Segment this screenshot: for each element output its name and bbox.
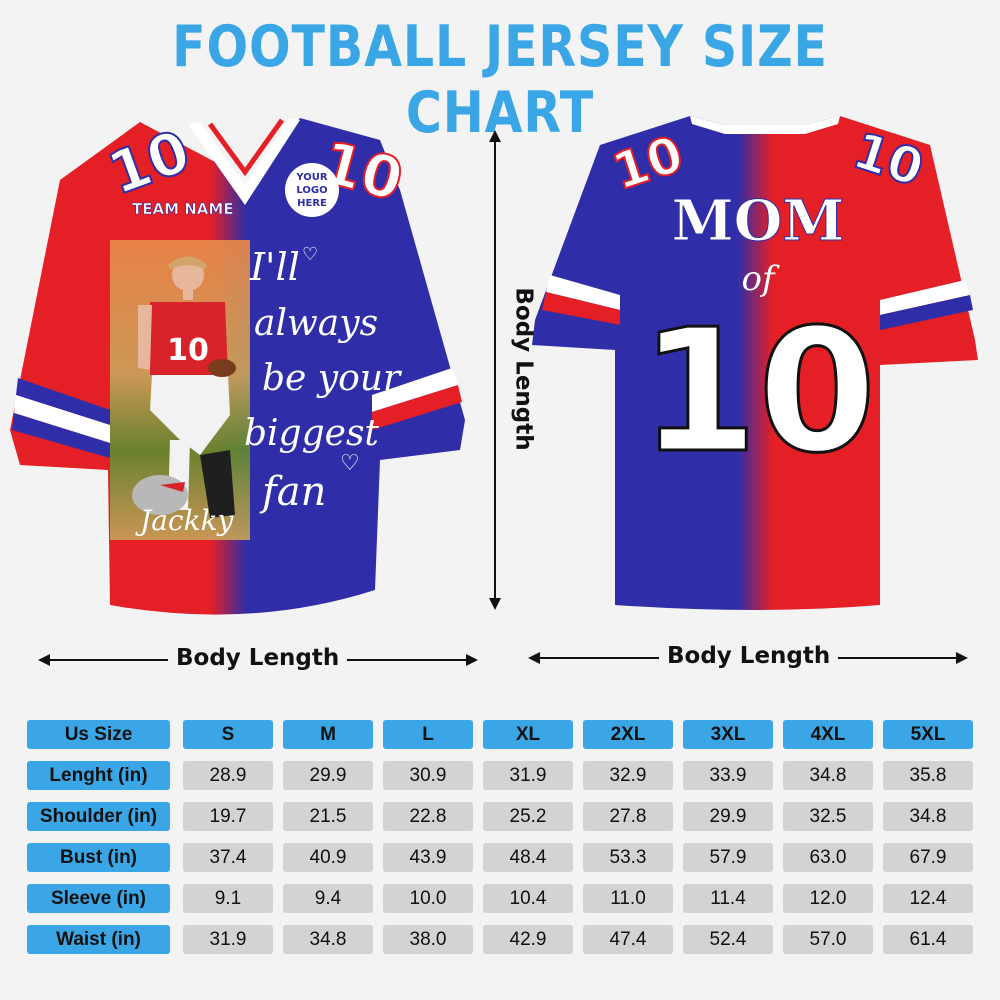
front-collar: [188, 118, 300, 205]
table-cell: 9.4: [283, 884, 373, 913]
table-cell: 67.9: [883, 843, 973, 872]
player-figure: 10: [138, 256, 236, 518]
table-cell: 11.4: [683, 884, 773, 913]
table-cell: 40.9: [283, 843, 373, 872]
table-cell: 34.8: [883, 802, 973, 831]
back-collar: [690, 116, 840, 134]
size-header-l: L: [383, 720, 473, 749]
table-cell: 52.4: [683, 925, 773, 954]
table-cell: 22.8: [383, 802, 473, 831]
team-name-text: TEAM NAME: [132, 200, 234, 218]
table-cell: 33.9: [683, 761, 773, 790]
logo-text-line1: YOUR: [295, 172, 328, 183]
table-cell: 34.8: [283, 925, 373, 954]
back-of-text: of: [741, 259, 779, 299]
table-cell: 57.9: [683, 843, 773, 872]
table-cell: 9.1: [183, 884, 273, 913]
row-label: Sleeve (in): [27, 884, 170, 913]
row-label: Waist (in): [27, 925, 170, 954]
signature-text: Jackky: [135, 504, 235, 537]
table-cell: 32.9: [583, 761, 673, 790]
quote-line-5: fan: [259, 469, 326, 515]
size-header-label: Us Size: [27, 720, 170, 749]
table-cell: 29.9: [283, 761, 373, 790]
quote-text: I'll always be your biggest fan: [244, 245, 402, 515]
back-jersey-image: 10 10 MOM of 10: [532, 116, 978, 610]
row-label: Shoulder (in): [27, 802, 170, 831]
logo-placeholder: [285, 163, 339, 217]
table-cell: 30.9: [383, 761, 473, 790]
table-cell: 61.4: [883, 925, 973, 954]
quote-line-2: always: [254, 303, 378, 344]
table-cell: 10.0: [383, 884, 473, 913]
quote-line-1: I'll: [249, 245, 300, 289]
table-cell: 21.5: [283, 802, 373, 831]
size-header-xl: XL: [483, 720, 573, 749]
table-cell: 29.9: [683, 802, 773, 831]
table-cell: 43.9: [383, 843, 473, 872]
heart-icon: ♡: [302, 244, 318, 264]
back-mom-text: MOM: [672, 188, 845, 254]
back-jersey-body: [532, 116, 978, 610]
table-cell: 57.0: [783, 925, 873, 954]
table-cell: 31.9: [483, 761, 573, 790]
back-right-sleeve-stripes: [880, 280, 973, 330]
front-right-sleeve-stripes: [372, 368, 462, 430]
size-header-2xl: 2XL: [583, 720, 673, 749]
table-cell: 32.5: [783, 802, 873, 831]
size-header-3xl: 3XL: [683, 720, 773, 749]
table-cell: 48.4: [483, 843, 573, 872]
page-title: FOOTBALL JERSEY SIZE CHART: [172, 14, 828, 146]
table-cell: 12.0: [783, 884, 873, 913]
player-jersey-number: 10: [167, 333, 209, 368]
back-left-sleeve-stripes: [538, 275, 620, 340]
quote-line-3: be your: [262, 358, 402, 399]
table-cell: 10.4: [483, 884, 573, 913]
back-bottom-body-length-label: Body Length: [659, 643, 839, 669]
table-cell: 53.3: [583, 843, 673, 872]
back-number-text: 10: [640, 293, 877, 491]
heart-icon: ♡: [340, 450, 360, 475]
table-cell: 25.2: [483, 802, 573, 831]
table-cell: 27.8: [583, 802, 673, 831]
size-header-s: S: [183, 720, 273, 749]
size-header-m: M: [283, 720, 373, 749]
table-cell: 38.0: [383, 925, 473, 954]
quote-line-4: biggest: [244, 413, 379, 454]
size-header-5xl: 5XL: [883, 720, 973, 749]
table-cell: 19.7: [183, 802, 273, 831]
table-cell: 31.9: [183, 925, 273, 954]
front-bottom-body-length-label: Body Length: [168, 645, 348, 671]
table-cell: 35.8: [883, 761, 973, 790]
table-cell: 12.4: [883, 884, 973, 913]
row-label: Bust (in): [27, 843, 170, 872]
logo-text-line2: LOGO: [296, 185, 327, 196]
table-cell: 47.4: [583, 925, 673, 954]
table-cell: 63.0: [783, 843, 873, 872]
table-cell: 34.8: [783, 761, 873, 790]
table-cell: 42.9: [483, 925, 573, 954]
size-header-4xl: 4XL: [783, 720, 873, 749]
table-cell: 28.9: [183, 761, 273, 790]
table-cell: 37.4: [183, 843, 273, 872]
logo-text-line3: HERE: [297, 198, 327, 209]
row-label: Lenght (in): [27, 761, 170, 790]
front-jersey-image: 10 10 TEAM NAME YOUR LOGO HERE 10 Jackky…: [10, 116, 465, 615]
table-cell: 11.0: [583, 884, 673, 913]
front-side-measure-arrow: [489, 130, 501, 610]
front-left-sleeve-stripes: [12, 378, 110, 458]
